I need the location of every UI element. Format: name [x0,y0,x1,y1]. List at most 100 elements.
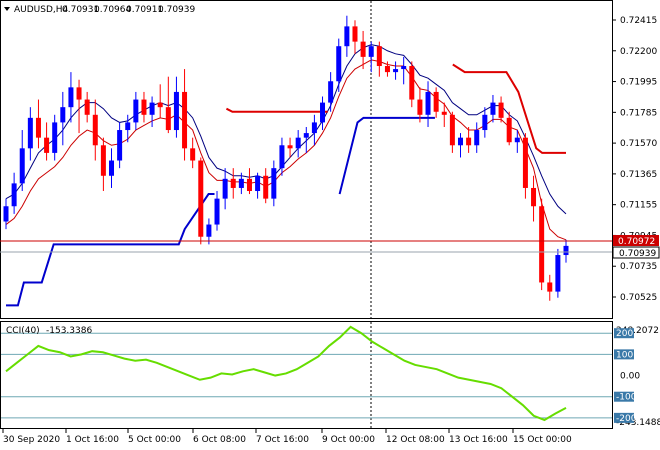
cci-axis: 248.2072 -243.1488 200 100 0.00 -100 -200 [614,326,660,428]
candle-body [514,137,520,143]
candle-body [44,137,50,153]
candle-body [295,137,301,149]
candle-body [279,145,285,169]
candle [409,61,415,108]
candle-body [303,133,309,138]
supertrend-down-line [225,107,328,113]
candle [555,248,561,298]
candle-body [482,114,488,131]
candle-body [352,26,358,42]
candle [190,137,196,169]
candle-body [563,245,569,256]
candle-body [35,117,41,138]
candle-body [117,130,123,161]
candle [433,87,439,118]
candle-body [125,122,131,131]
candle-body [182,91,188,149]
ohlc-open: 0.70931 [62,5,99,15]
time-tick-label: 9 Oct 00:00 [322,435,375,445]
moving-averages [5,44,567,241]
candle-body [328,81,334,103]
level-price-label: 0.70972 [618,237,655,247]
candle [295,130,301,158]
price-pane [0,0,613,319]
cci-level-tag [614,328,634,339]
candle [60,91,66,146]
price-tick-label: 0.71785 [620,108,657,118]
candle [441,102,447,127]
cci-level-tag [614,391,634,402]
price-axis: 0.72415 0.72200 0.71995 0.71785 0.71570 0.713… [612,16,660,303]
candle-body [376,46,382,67]
candle-body [173,91,179,131]
candle-body [336,46,342,82]
candle [474,122,480,153]
candle [92,99,98,161]
dropdown-arrow-icon[interactable] [4,7,10,11]
candle-body [198,160,204,237]
candle [376,41,382,77]
supertrend-down-line [452,63,566,154]
time-tick-label: 1 Oct 16:00 [66,435,119,445]
cci-min-label: -243.1488 [616,418,660,428]
price-tick-label: 0.70525 [620,293,657,303]
candle-body [133,99,139,123]
cci-level-label: 100 [616,350,633,360]
candle [182,69,188,161]
candle-body [109,160,115,176]
symbol-label: AUDUSD,H4 [14,5,69,15]
candle [336,38,342,92]
candle-body [474,130,480,146]
candle-body [360,41,366,57]
candle [425,81,431,127]
moving-average-slow-line [5,44,567,215]
cci-zero-label: 0.00 [620,372,640,382]
candle [360,30,366,70]
current-price-tag [612,246,660,259]
candle [3,198,9,230]
candle-body [190,148,196,161]
ohlc-high: 0.70964 [94,5,131,15]
candle-body [52,122,58,153]
candle-body [449,114,455,146]
time-tick-label: 12 Oct 08:00 [386,435,445,445]
candle-body [344,26,350,47]
candle [263,168,269,204]
candle [198,157,204,245]
candle [449,111,455,153]
candle [490,94,496,123]
candle [76,79,82,134]
candle [109,148,115,188]
candle [352,20,358,54]
candle-body [417,99,423,115]
price-tick-label: 0.70735 [620,262,657,272]
candle-body [238,178,244,188]
candle-body [466,137,472,146]
candle [173,76,179,138]
candle [287,137,293,158]
candle [401,56,407,85]
cci-level-label: -100 [616,393,637,403]
candle-body [76,87,82,100]
price-tick-label: 0.71570 [620,139,657,149]
candle-body [384,66,390,73]
candle [328,72,334,112]
candle [19,130,25,192]
candles [3,15,569,301]
candle-body [157,102,163,108]
candle-body [165,107,171,131]
cci-level-tag [614,412,634,423]
time-tick-label: 30 Sep 2020 [3,435,60,445]
candle-body [393,69,399,73]
level-price-tag [613,235,659,247]
candle [498,96,504,123]
candle [222,168,228,210]
candle-body [555,255,561,292]
time-axis: 30 Sep 2020 1 Oct 16:00 5 Oct 00:00 6 Oct 0… [2,429,572,445]
candle [506,111,512,146]
candle-body [100,145,106,176]
time-tick-label: 15 Oct 00:00 [513,435,572,445]
candle [230,168,236,199]
candle-body [222,178,228,199]
cci-level-label: 200 [616,329,633,339]
